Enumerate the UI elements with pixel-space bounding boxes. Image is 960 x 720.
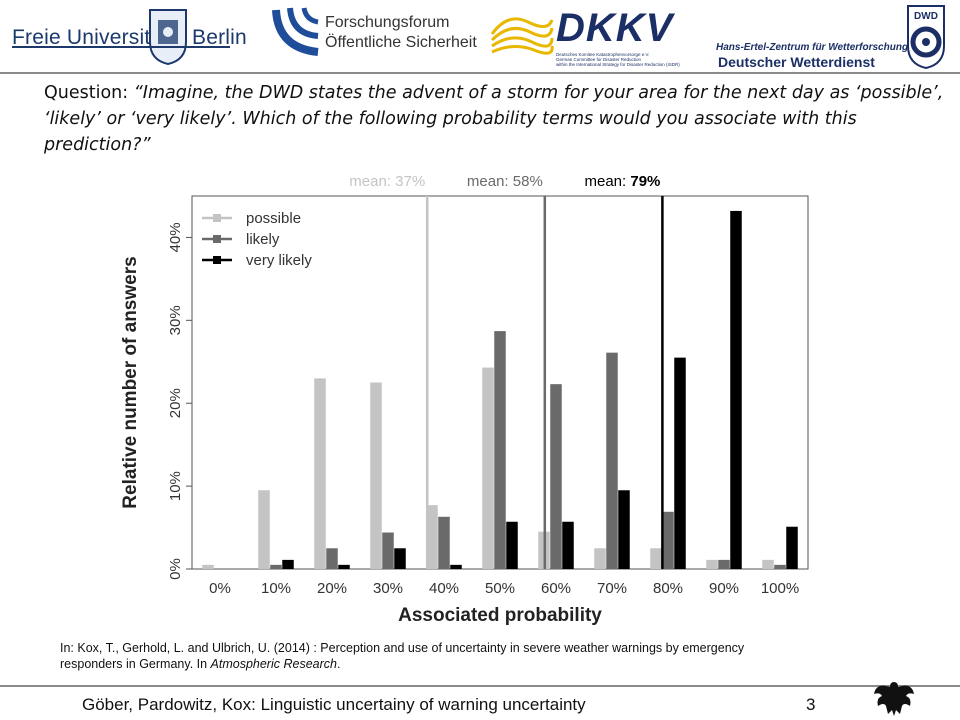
x-tick-label: 10%	[261, 580, 291, 597]
legend-label: very likely	[246, 252, 312, 269]
mean-label: mean: 58%	[467, 173, 543, 190]
bar-very-likely	[618, 490, 630, 569]
bar-likely	[774, 564, 786, 569]
citation-line2-suffix: .	[336, 657, 341, 671]
bar-possible	[314, 378, 326, 569]
mean-label-prefix: mean:	[585, 173, 631, 190]
legend-marker	[213, 256, 221, 264]
x-tick-label: 100%	[761, 580, 799, 597]
dkkv-swirl-icon	[490, 17, 554, 55]
bar-possible	[370, 382, 382, 569]
forschungsforum-wave-icon	[272, 7, 319, 56]
fu-underline	[12, 46, 230, 48]
bar-very-likely	[450, 564, 462, 569]
x-tick-label: 30%	[373, 580, 403, 597]
bar-very-likely	[394, 548, 406, 569]
federal-eagle-icon	[874, 682, 914, 716]
logo-bar: Freie Universität Berlin Forschungsforum…	[0, 0, 960, 72]
bar-very-likely	[282, 559, 294, 569]
citation-line2-prefix: responders in Germany. In	[60, 657, 211, 671]
bar-possible	[202, 564, 214, 569]
fu-logo-text-right: Berlin	[192, 26, 247, 49]
legend-marker	[213, 214, 221, 222]
forschungsforum-line2: Öffentliche Sicherheit	[325, 34, 477, 51]
y-tick-label: 30%	[167, 305, 184, 335]
mean-label-value: 37%	[395, 173, 425, 190]
dkkv-subtitle-line2: German Committee for Disaster Reduction	[556, 57, 642, 62]
question-text: Question: “Imagine, the DWD states the a…	[44, 80, 944, 158]
y-tick-label: 20%	[167, 388, 184, 418]
bar-very-likely	[786, 526, 798, 569]
legend-label: likely	[246, 231, 280, 248]
bar-likely	[550, 384, 562, 569]
question-prefix: Question:	[44, 83, 134, 103]
bar-possible	[426, 505, 438, 569]
x-tick-label: 80%	[653, 580, 683, 597]
bar-possible	[594, 548, 606, 569]
footer-text: Göber, Pardowitz, Kox: Linguistic uncert…	[82, 695, 586, 714]
citation-line2: responders in Germany. In Atmospheric Re…	[60, 656, 940, 672]
mean-label-value: 58%	[513, 173, 543, 190]
legend-marker	[213, 235, 221, 243]
bar-very-likely	[674, 357, 686, 569]
bar-likely	[494, 331, 506, 569]
dkkv-subtitle: Deutsches Komitee Katastrophenvorsorge e…	[556, 52, 680, 67]
bar-likely	[662, 511, 674, 569]
bar-likely	[438, 516, 450, 569]
y-tick-label: 0%	[167, 558, 184, 580]
dkkv-subtitle-line1: Deutsches Komitee Katastrophenvorsorge e…	[556, 52, 650, 57]
dkkv-title: DKKV	[556, 6, 674, 50]
dwd-title: Deutscher Wetterdienst	[718, 54, 875, 70]
x-tick-label: 50%	[485, 580, 515, 597]
bar-likely	[270, 564, 282, 569]
bar-likely	[326, 548, 338, 569]
page-number: 3	[806, 695, 816, 714]
x-axis-label: Associated probability	[398, 605, 602, 626]
mean-label-prefix: mean:	[467, 173, 513, 190]
mean-label-value: 79%	[630, 173, 660, 190]
mean-label-prefix: mean:	[349, 173, 395, 190]
forschungsforum-line1: Forschungsforum	[325, 14, 450, 31]
bar-possible	[762, 559, 774, 569]
bar-very-likely	[338, 564, 350, 569]
bar-very-likely	[730, 210, 742, 570]
y-tick-label: 10%	[167, 471, 184, 501]
dwd-logo-icon: DWD	[907, 5, 945, 70]
citation-line1: In: Kox, T., Gerhold, L. and Ulbrich, U.…	[60, 641, 745, 655]
dwd-subtitle: Hans-Ertel-Zentrum für Wetterforschung	[716, 42, 909, 53]
bar-likely	[718, 559, 730, 569]
x-tick-label: 60%	[541, 580, 571, 597]
x-tick-label: 20%	[317, 580, 347, 597]
mean-label: mean: 79%	[585, 173, 661, 190]
bar-possible	[482, 367, 494, 569]
x-tick-label: 90%	[709, 580, 739, 597]
bar-likely	[382, 532, 394, 569]
x-tick-label: 40%	[429, 580, 459, 597]
fu-seal-icon	[149, 9, 187, 66]
bar-possible	[650, 548, 662, 569]
bar-possible	[706, 559, 718, 569]
bar-very-likely	[506, 521, 518, 569]
citation-journal: Atmospheric Research	[210, 657, 337, 671]
bar-likely	[606, 352, 618, 569]
y-tick-label: 40%	[167, 222, 184, 252]
x-tick-label: 0%	[209, 580, 231, 597]
question-quote: “Imagine, the DWD states the advent of a…	[44, 83, 944, 155]
header-divider	[0, 72, 960, 74]
legend-label: possible	[246, 210, 301, 227]
x-tick-label: 70%	[597, 580, 627, 597]
bar-very-likely	[562, 521, 574, 569]
dwd-badge-text: DWD	[914, 11, 938, 22]
mean-label: mean: 37%	[349, 173, 425, 190]
footer-divider	[0, 685, 960, 687]
y-axis-label: Relative number of answers	[120, 256, 141, 508]
citation: In: Kox, T., Gerhold, L. and Ulbrich, U.…	[60, 640, 940, 672]
probability-bar-chart: 0% 10% 20% 30% 40% 0% 10% 20% 30% 40% 50% 60% 70% 80%…	[120, 173, 809, 626]
dkkv-subtitle-line3: within the International Strategy for Di…	[556, 62, 680, 67]
fu-logo-text-left: Freie Universität	[12, 26, 169, 49]
bar-possible	[258, 490, 270, 569]
